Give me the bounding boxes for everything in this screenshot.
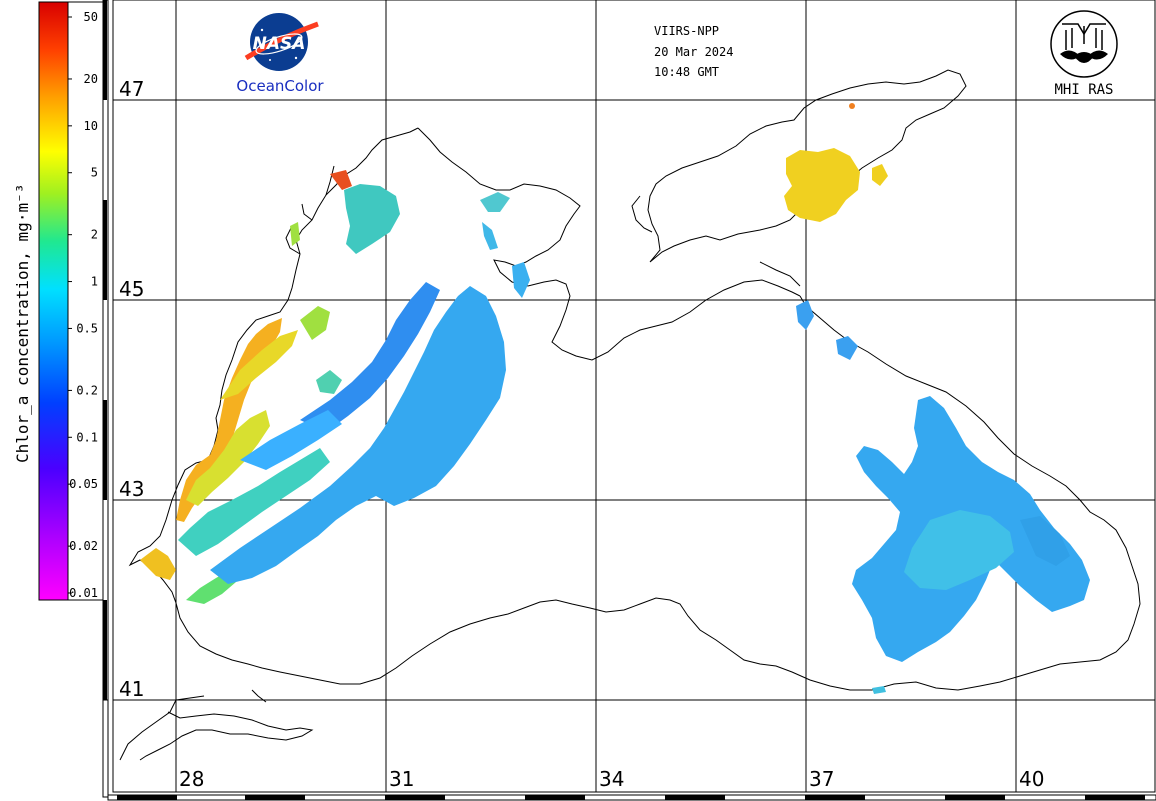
longitude-labels: 28 31 34 37 40 — [179, 767, 1044, 791]
colorbar-tick-label: 50 — [84, 10, 98, 24]
nasa-wordmark: NASA — [253, 34, 306, 54]
colorbar-tick-label: 0.2 — [76, 383, 98, 397]
colorbar-tick-label: 2 — [91, 228, 98, 242]
colorbar-tick-label: 1 — [91, 275, 98, 289]
lat-label-41: 41 — [119, 677, 144, 701]
lon-label-34: 34 — [599, 767, 624, 791]
oceancolor-caption: OceanColor — [236, 77, 324, 95]
scale-ruler — [102, 0, 1156, 801]
acquisition-time: 10:48 GMT — [654, 65, 719, 79]
colorbar-tick-label: 20 — [84, 72, 98, 86]
colorbar-label-panel — [67, 1, 104, 601]
colorbar-tick-label: 10 — [84, 119, 98, 133]
lon-label-37: 37 — [809, 767, 834, 791]
satellite-name: VIIRS-NPP — [654, 24, 719, 38]
colorbar-tick-label: 0.1 — [76, 430, 98, 444]
coastline — [119, 69, 1141, 761]
chlorophyll-data — [140, 103, 1090, 694]
colorbar-tick-label: 5 — [91, 166, 98, 180]
colorbar-tick-label: 0.02 — [69, 539, 98, 553]
colorbar-title: Chlor_a concentration, mg·m⁻³ — [13, 184, 32, 463]
colorbar-tick-label: 0.05 — [69, 477, 98, 491]
colorbar-gradient — [38, 1, 69, 601]
lon-label-40: 40 — [1019, 767, 1044, 791]
lon-label-31: 31 — [389, 767, 414, 791]
colorbar-tick-label: 0.5 — [76, 321, 98, 335]
lon-label-28: 28 — [179, 767, 204, 791]
colorbar-ticks: 50 20 10 5 2 1 0.5 0.2 0.1 0.05 0.02 0.01 — [68, 10, 98, 600]
lat-label-43: 43 — [119, 477, 144, 501]
lat-label-47: 47 — [119, 77, 144, 101]
mhi-ras-caption: MHI RAS — [1054, 82, 1113, 98]
mhi-ras-logo: MHI RAS — [1050, 10, 1118, 98]
lat-label-45: 45 — [119, 277, 144, 301]
colorbar: Chlor_a concentration, mg·m⁻³ 50 20 10 5 2 1 0… — [13, 1, 104, 601]
latitude-labels: 47 45 43 41 — [119, 77, 144, 701]
acquisition-info: VIIRS-NPP 20 Mar 2024 10:48 GMT — [654, 24, 733, 79]
nasa-meatball-logo: NASA OceanColor — [236, 13, 324, 95]
colorbar-tick-label: 0.01 — [69, 586, 98, 600]
acquisition-date: 20 Mar 2024 — [654, 45, 733, 59]
map-grid — [112, 0, 1156, 793]
